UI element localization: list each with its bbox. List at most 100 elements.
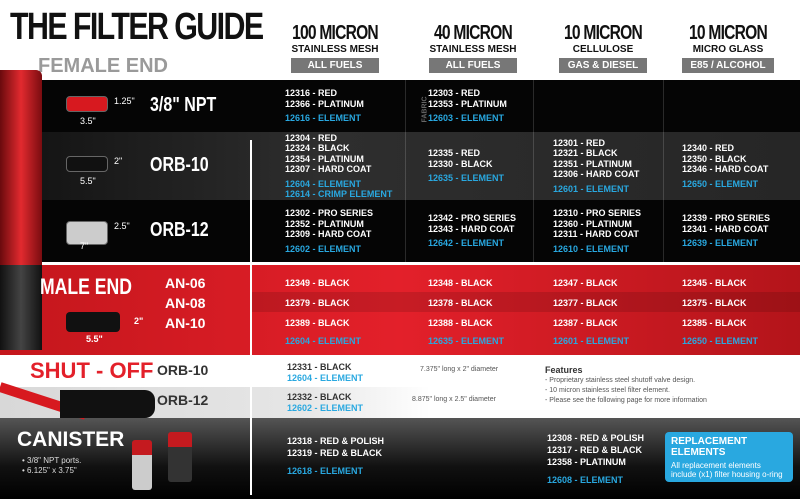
part-number[interactable]: 12324 - BLACK (285, 143, 350, 153)
media-label: CELLULOSE (572, 44, 634, 55)
part-number[interactable]: 12379 - BLACK (285, 298, 350, 308)
part-number[interactable]: 12354 - PLATINUM (285, 153, 364, 164)
part-number[interactable]: 12302 - PRO SERIES (285, 208, 374, 218)
part-number[interactable]: 12332 - BLACK (287, 392, 352, 402)
part-number[interactable]: 12341 - HARD COAT (682, 223, 769, 234)
part-number[interactable]: 12311 - HARD COAT (553, 229, 639, 239)
micron-label: 100 MICRON (292, 22, 379, 44)
part-number[interactable]: 12318 - RED & POLISH (287, 436, 385, 446)
part-number[interactable]: 12309 - HARD COAT (285, 229, 372, 239)
size-spec: 7.375" long x 2" diameter (420, 366, 499, 373)
fitting-size: AN-10 (165, 315, 206, 331)
element-part-number[interactable]: 12602 - ELEMENT (287, 403, 364, 413)
element-part-number[interactable]: 12650 - ELEMENT (682, 178, 759, 189)
element-part-number[interactable]: 12604 - ELEMENT (287, 373, 364, 383)
dimension-width: 5.5" (80, 176, 96, 186)
micron-label: 10 MICRON (689, 22, 768, 44)
part-number[interactable]: 12351 - PLATINUM (553, 158, 632, 169)
element-part-number[interactable]: 12618 - ELEMENT (287, 466, 364, 476)
part-number[interactable]: 12342 - PRO SERIES (428, 213, 517, 224)
part-number[interactable]: 12301 - RED (553, 137, 606, 148)
part-number[interactable]: 12335 - RED (428, 148, 481, 159)
filter-cell: 12303 - RED 12353 - PLATINUM 12603 - ELEME… (428, 80, 553, 132)
part-number[interactable]: 12308 - RED & POLISH (547, 433, 645, 443)
element-part-number[interactable]: 12601 - ELEMENT (553, 336, 630, 346)
part-number[interactable]: 12304 - RED (285, 132, 338, 143)
section-title-male-end: MALE END (40, 274, 132, 299)
part-number[interactable]: 12358 - PLATINUM (547, 457, 626, 467)
dimension-width: 7" (80, 241, 89, 251)
feature-item: - Please see the following page for more… (545, 397, 707, 404)
row-label: ORB-12 (150, 219, 209, 241)
divider (0, 262, 800, 265)
column-header: 100 MICRON STAINLESS MESH ALL FUELS (275, 22, 395, 73)
canister-bullet: • 6.125" x 3.75" (22, 466, 77, 475)
part-number[interactable]: 12377 - BLACK (553, 298, 618, 308)
part-number[interactable]: 12307 - HARD COAT (285, 164, 372, 174)
part-number[interactable]: 12348 - BLACK (428, 278, 493, 288)
dimension-height: 2" (114, 156, 123, 166)
part-number[interactable]: 12360 - PLATINUM (553, 218, 632, 229)
part-number[interactable]: 12378 - BLACK (428, 298, 493, 308)
row-label: ORB-10 (150, 154, 209, 176)
part-number[interactable]: 12353 - PLATINUM (428, 98, 507, 109)
element-part-number[interactable]: 12650 - ELEMENT (682, 336, 759, 346)
element-part-number[interactable]: 12635 - ELEMENT (428, 173, 505, 184)
dimension-height: 2" (134, 316, 144, 326)
part-number[interactable]: 12317 - RED & BLACK (547, 445, 643, 455)
replacement-text: All replacement elements include (x1) fi… (671, 461, 783, 479)
part-number[interactable]: 12306 - HARD COAT (553, 169, 640, 180)
column-divider (663, 80, 664, 132)
part-number[interactable]: 12339 - PRO SERIES (682, 213, 771, 224)
part-number[interactable]: 12375 - BLACK (682, 298, 747, 308)
column-divider (533, 200, 534, 262)
filter-image (0, 70, 42, 265)
part-number[interactable]: 12366 - PLATINUM (285, 98, 364, 109)
part-number[interactable]: 12387 - BLACK (553, 318, 618, 328)
micron-label: 40 MICRON (434, 22, 513, 44)
part-number[interactable]: 12316 - RED (285, 88, 338, 99)
section-title-canister: CANISTER (17, 428, 125, 451)
element-part-number[interactable]: 12642 - ELEMENT (428, 238, 505, 249)
element-part-number[interactable]: 12635 - ELEMENT (428, 336, 505, 346)
part-number[interactable]: 12330 - BLACK (428, 158, 493, 169)
row-label: ORB-10 (157, 362, 209, 378)
element-part-number[interactable]: 12602 - ELEMENT (285, 243, 362, 254)
part-number[interactable]: 12345 - BLACK (682, 278, 747, 288)
element-part-number[interactable]: 12608 - ELEMENT (547, 475, 624, 485)
part-number[interactable]: 12388 - BLACK (428, 318, 493, 328)
part-number[interactable]: 12310 - PRO SERIES (553, 208, 642, 218)
element-part-number[interactable]: 12604 - ELEMENT (285, 178, 362, 189)
part-number[interactable]: 12350 - BLACK (682, 153, 747, 164)
element-part-number[interactable]: 12604 - ELEMENT (285, 336, 362, 346)
canister-image (132, 440, 152, 490)
part-number[interactable]: 12349 - BLACK (285, 278, 350, 288)
media-label: STAINLESS MESH (291, 44, 379, 55)
part-number[interactable]: 12340 - RED (682, 143, 735, 153)
part-number[interactable]: 12343 - HARD COAT (428, 223, 515, 234)
element-part-number[interactable]: 12614 - CRIMP ELEMENT (285, 189, 393, 199)
filter-cell: 12316 - RED 12366 - PLATINUM 12616 - ELEME… (285, 80, 410, 132)
filter-cell (553, 80, 678, 132)
element-part-number[interactable]: 12601 - ELEMENT (553, 183, 630, 194)
part-number[interactable]: 12303 - RED (428, 88, 481, 99)
part-number[interactable]: 12321 - BLACK (553, 148, 618, 159)
column-divider (663, 132, 664, 200)
filter-cell: 12340 - RED 12350 - BLACK 12346 - HARD COA… (682, 132, 800, 200)
column-divider (533, 132, 534, 200)
element-part-number[interactable]: 12616 - ELEMENT (285, 113, 362, 124)
filter-icon (66, 96, 108, 112)
element-part-number[interactable]: 12610 - ELEMENT (553, 243, 630, 254)
section-title-shut-off: SHUT - OFF (30, 358, 154, 383)
element-part-number[interactable]: 12603 - ELEMENT (428, 113, 505, 124)
part-number[interactable]: 12346 - HARD COAT (682, 164, 769, 174)
part-number[interactable]: 12331 - BLACK (287, 362, 352, 372)
element-part-number[interactable]: 12639 - ELEMENT (682, 238, 759, 249)
part-number[interactable]: 12347 - BLACK (553, 278, 618, 288)
part-number[interactable]: 12389 - BLACK (285, 318, 350, 328)
replacement-info-box: REPLACEMENT ELEMENTS All replacement elem… (665, 432, 793, 482)
part-number[interactable]: 12319 - RED & BLACK (287, 448, 383, 458)
part-number[interactable]: 12385 - BLACK (682, 318, 747, 328)
part-number[interactable]: 12352 - PLATINUM (285, 218, 364, 229)
column-divider (533, 80, 534, 132)
